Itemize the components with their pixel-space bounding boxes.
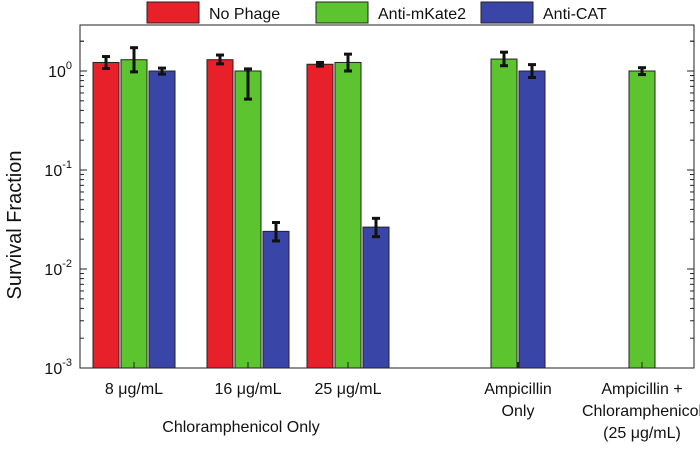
- y-tick-label: 10-3: [44, 357, 72, 378]
- bar-no-phage: [206, 59, 234, 369]
- error-bar: [372, 216, 380, 239]
- error-bar: [130, 46, 138, 74]
- legend-swatch: [315, 1, 369, 24]
- bar-anti-mkate2: [334, 61, 362, 369]
- x-tick-label: 25 μg/mL: [314, 381, 381, 398]
- error-bar: [316, 60, 324, 68]
- bar-anti-mkate2: [628, 70, 656, 369]
- error-bar: [102, 55, 110, 70]
- x-tick-label: Ampicillin: [484, 381, 552, 398]
- error-bars: [102, 46, 646, 243]
- y-tick-label: 10-2: [44, 258, 72, 279]
- legend-item: Anti-mKate2: [315, 1, 466, 24]
- bar-anti-mkate2: [120, 59, 148, 369]
- x-tick-label: Only: [502, 403, 535, 420]
- legend-item: No Phage: [146, 1, 280, 24]
- bar-anti-cat: [262, 230, 290, 369]
- legend-swatch: [480, 1, 534, 24]
- error-bar: [500, 50, 508, 68]
- error-bar: [244, 67, 252, 101]
- group-label: Chloramphenicol Only: [162, 419, 319, 436]
- x-tick-label: Chloramphenicol: [582, 403, 700, 420]
- bar-anti-mkate2: [234, 70, 262, 369]
- error-bar: [158, 66, 166, 76]
- bar-no-phage: [306, 63, 334, 369]
- legend-label: Anti-CAT: [543, 6, 607, 23]
- y-axis-label: Survival Fraction: [4, 151, 26, 300]
- y-tick-label: 100: [48, 60, 72, 81]
- legend-item: Anti-CAT: [480, 1, 607, 24]
- x-tick-label: Ampicillin +: [601, 381, 682, 398]
- legend-label: Anti-mKate2: [378, 6, 466, 23]
- legend: No Phage Anti-mKate2 Anti-CAT: [146, 1, 607, 24]
- x-axis: 8 μg/mL 16 μg/mL 25 μg/mL Ampicillin Only Amp…: [105, 362, 700, 442]
- y-axis: 100 10-1 10-2 10-3: [44, 40, 694, 378]
- error-bar: [638, 66, 646, 77]
- bars: [92, 58, 656, 369]
- error-bar: [528, 63, 536, 79]
- legend-label: No Phage: [209, 6, 280, 23]
- x-tick-label: 8 μg/mL: [105, 381, 163, 398]
- error-bar: [272, 220, 280, 243]
- bar-no-phage: [92, 61, 120, 369]
- error-bar: [344, 52, 352, 73]
- legend-swatch: [146, 1, 200, 24]
- x-tick-label: 16 μg/mL: [214, 381, 281, 398]
- x-tick-label: (25 μg/mL): [603, 425, 681, 442]
- bar-anti-cat: [518, 70, 546, 369]
- bar-anti-cat: [148, 70, 176, 369]
- y-tick-label: 10-1: [44, 159, 72, 180]
- bar-anti-mkate2: [490, 58, 518, 369]
- bar-anti-cat: [362, 226, 390, 369]
- error-bar: [216, 53, 224, 66]
